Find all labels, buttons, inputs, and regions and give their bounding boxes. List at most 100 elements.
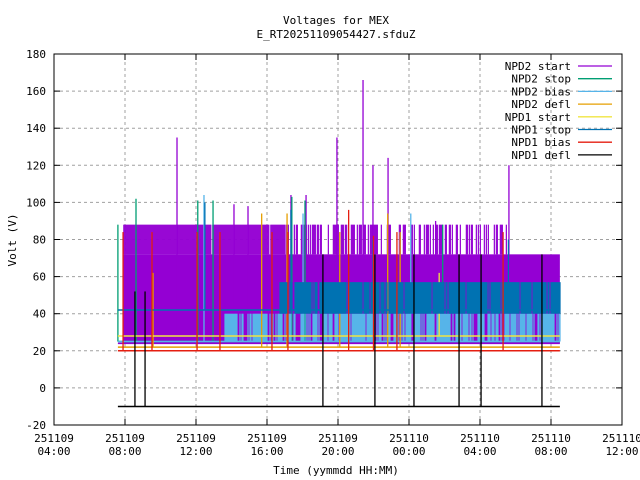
band-segment bbox=[362, 313, 364, 342]
band-segment bbox=[257, 313, 259, 342]
x-tick-date: 251110 bbox=[460, 432, 500, 445]
band-segment bbox=[378, 313, 380, 342]
band-segment bbox=[553, 282, 555, 314]
band-segment bbox=[239, 313, 241, 342]
band-segment bbox=[359, 282, 361, 314]
band-segment bbox=[340, 313, 342, 342]
band-segment bbox=[366, 313, 368, 342]
band-segment bbox=[487, 224, 489, 255]
band-segment bbox=[367, 282, 369, 314]
y-tick-label: 60 bbox=[33, 271, 46, 284]
band-segment bbox=[307, 224, 309, 255]
band-segment bbox=[444, 224, 446, 255]
band-segment bbox=[402, 313, 404, 342]
band-segment bbox=[404, 282, 406, 314]
band-segment bbox=[253, 313, 255, 342]
band-segment bbox=[309, 313, 311, 342]
band-segment bbox=[440, 282, 442, 314]
y-axis-label: Volt (V) bbox=[6, 214, 19, 267]
band-segment bbox=[307, 282, 309, 314]
band-segment bbox=[394, 313, 396, 342]
band-segment bbox=[240, 224, 242, 255]
band-segment bbox=[279, 224, 281, 255]
band-segment bbox=[389, 313, 391, 342]
band-segment bbox=[251, 224, 253, 255]
band-segment bbox=[419, 224, 421, 255]
band-segment bbox=[417, 313, 419, 342]
band-segment bbox=[320, 282, 322, 314]
band-segment bbox=[275, 313, 277, 342]
band-segment bbox=[300, 224, 302, 255]
band-segment bbox=[532, 282, 534, 314]
band-segment bbox=[349, 313, 351, 342]
band-segment bbox=[324, 282, 326, 314]
band-segment bbox=[449, 313, 451, 342]
band-segment bbox=[521, 313, 523, 342]
band-segment bbox=[411, 224, 413, 255]
band-segment bbox=[301, 313, 303, 342]
band-segment bbox=[538, 313, 540, 342]
band-segment bbox=[157, 224, 159, 255]
band-segment bbox=[371, 282, 373, 314]
band-segment bbox=[368, 313, 370, 342]
band-segment bbox=[430, 282, 432, 314]
band-segment bbox=[491, 282, 493, 314]
band-segment bbox=[328, 313, 330, 342]
band-segment bbox=[486, 282, 488, 314]
band-segment bbox=[495, 313, 497, 342]
band-segment bbox=[557, 282, 559, 314]
band-segment bbox=[308, 282, 310, 314]
band-segment bbox=[189, 224, 191, 255]
band-segment bbox=[408, 313, 410, 342]
band-segment bbox=[392, 282, 394, 314]
band-segment bbox=[224, 313, 226, 342]
band-segment bbox=[159, 224, 161, 255]
band-segment bbox=[436, 224, 438, 255]
band-segment bbox=[258, 313, 260, 342]
band-segment bbox=[409, 282, 411, 314]
band-segment bbox=[530, 313, 532, 342]
legend-label: NPD2 defl bbox=[511, 98, 571, 111]
band-segment bbox=[506, 282, 508, 314]
band-segment bbox=[353, 282, 355, 314]
band-segment bbox=[360, 313, 362, 342]
band-segment bbox=[558, 282, 560, 314]
band-segment bbox=[156, 224, 158, 255]
band-segment bbox=[418, 224, 420, 255]
band-segment bbox=[439, 224, 441, 255]
band-segment bbox=[520, 313, 522, 342]
band-segment bbox=[444, 313, 446, 342]
band-segment bbox=[420, 282, 422, 314]
band-segment bbox=[221, 224, 223, 255]
chart-title: Voltages for MEX bbox=[283, 14, 389, 27]
band-segment bbox=[342, 224, 344, 255]
band-segment bbox=[235, 313, 237, 342]
band-segment bbox=[529, 282, 531, 314]
band-segment bbox=[484, 282, 486, 314]
band-segment bbox=[133, 224, 135, 255]
band-segment bbox=[265, 224, 267, 255]
band-segment bbox=[462, 282, 464, 314]
band-segment bbox=[233, 313, 235, 342]
band-segment bbox=[190, 224, 192, 255]
band-segment bbox=[268, 224, 270, 255]
band-segment bbox=[448, 313, 450, 342]
band-segment bbox=[183, 224, 185, 255]
band-segment bbox=[281, 313, 283, 342]
band-segment bbox=[382, 282, 384, 314]
band-segment bbox=[250, 313, 252, 342]
band-segment bbox=[273, 224, 275, 255]
x-tick-time: 16:00 bbox=[250, 445, 283, 458]
band-segment bbox=[256, 224, 258, 255]
band-segment bbox=[495, 282, 497, 314]
band-segment bbox=[361, 313, 363, 342]
band-segment bbox=[359, 224, 361, 255]
band-segment bbox=[234, 313, 236, 342]
band-segment bbox=[343, 282, 345, 314]
band-segment bbox=[280, 282, 282, 314]
band-segment bbox=[324, 313, 326, 342]
band-segment bbox=[380, 224, 382, 255]
band-segment bbox=[488, 313, 490, 342]
band-segment bbox=[280, 313, 282, 342]
band-segment bbox=[437, 313, 439, 342]
